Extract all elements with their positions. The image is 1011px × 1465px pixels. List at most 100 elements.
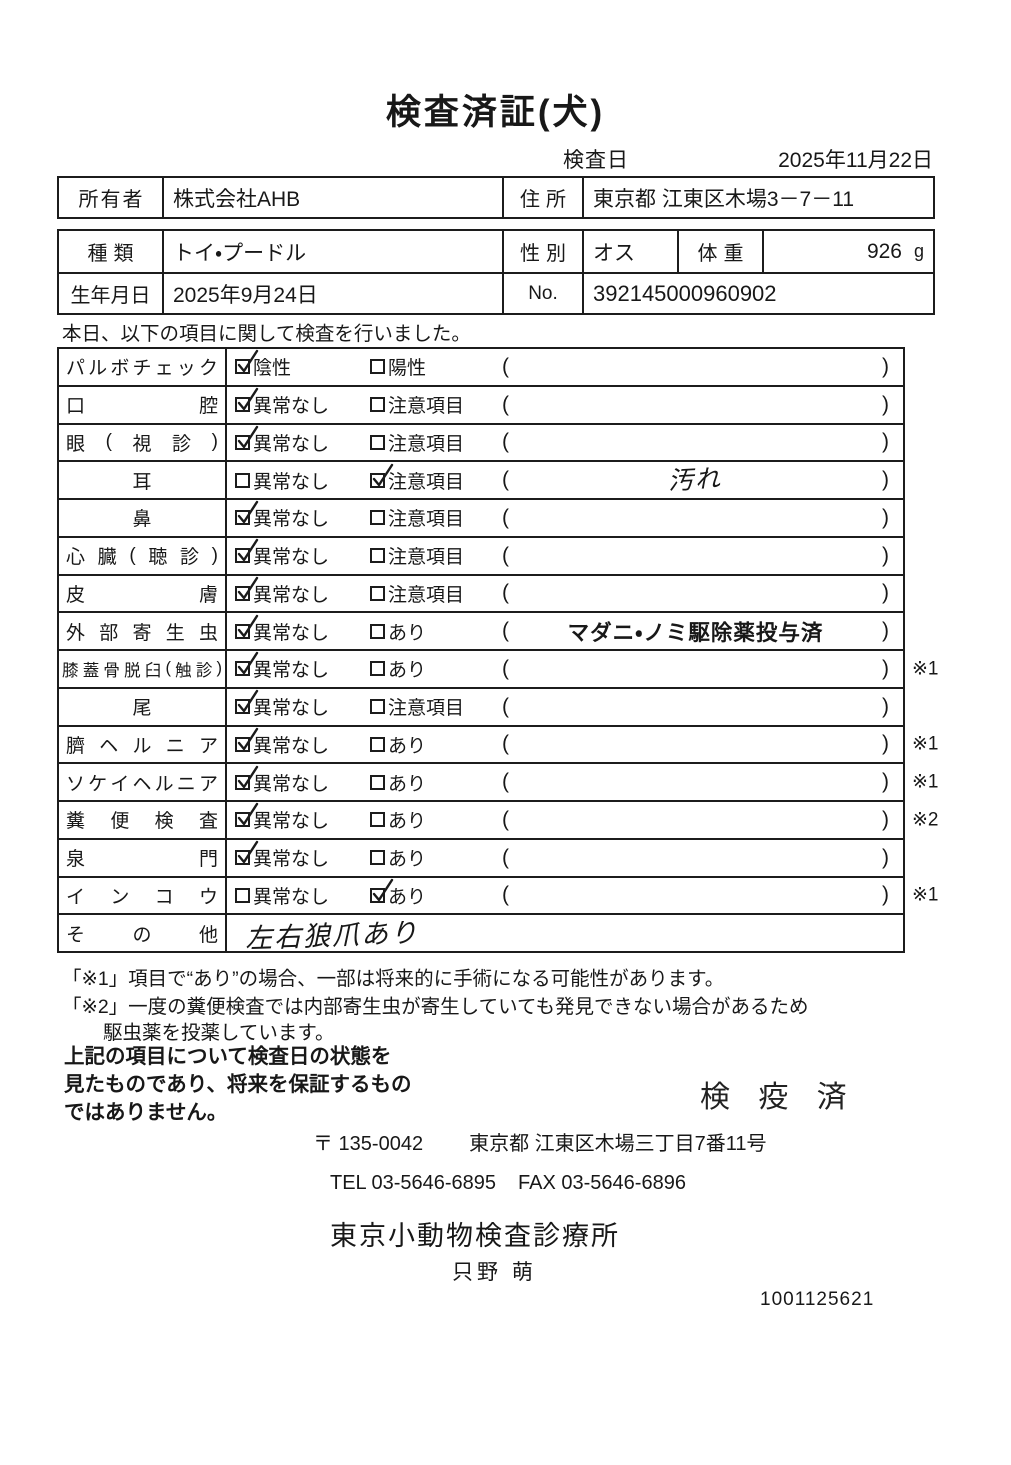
handwritten-note: 左右狼爪あり — [244, 917, 420, 954]
paren-close: ) — [882, 770, 889, 794]
checkbox-label: 異常なし — [253, 584, 330, 606]
row-label-char: ( — [105, 431, 112, 453]
checklist-row: 外部寄生虫 異常なし あり (マダニ・ノミ駆除薬投与済) — [59, 611, 903, 649]
checkbox-option: 注意項目 — [370, 580, 502, 607]
checkbox-label: 異常なし — [253, 811, 330, 833]
handwritten-note: 汚れ — [667, 464, 724, 496]
checklist-row: イ ン コ ウ 異常なし あり () ※1 — [59, 875, 939, 914]
row-label-char: ル — [154, 773, 174, 795]
clinic-postal: 〒 135-0042 — [313, 1133, 424, 1155]
row-label: 心臓 (聴診) — [59, 537, 227, 574]
paren-close: ) — [882, 392, 889, 416]
row-label-char: 尾 — [132, 698, 152, 720]
checkbox-label: あり — [388, 735, 427, 757]
clinic-name: 東京小動物検査診療所 — [330, 1221, 620, 1251]
checkbox — [235, 425, 259, 450]
row-label-char: 臍 — [66, 735, 86, 757]
checkbox-option: 異常なし — [235, 387, 370, 418]
row-label: 鼻 — [59, 500, 227, 536]
row-label-char: 耳 — [132, 471, 152, 493]
paren-open: ( — [502, 883, 509, 907]
weight-number: 926 — [866, 239, 902, 263]
row-label-char: そ — [66, 924, 86, 946]
clinic-fax: FAX 03-5646-6896 — [518, 1172, 686, 1194]
checkbox-option: あり — [370, 844, 502, 871]
checkbox-label: 異常なし — [253, 509, 330, 531]
breed-label: 種類 — [87, 243, 140, 265]
checkbox — [235, 472, 250, 488]
checkbox-option: 異常なし — [235, 803, 370, 833]
row-label-char: 診 — [180, 547, 200, 569]
checkbox-option: あり — [370, 731, 502, 758]
paren-open: ( — [502, 807, 509, 831]
row-label-char: 鼻 — [132, 509, 152, 531]
row-label: インコウ — [59, 877, 227, 914]
checklist-row: 皮膚異常なし 注意項目() — [59, 573, 903, 612]
row-label-char: ヘ — [132, 773, 152, 795]
paren-open: ( — [502, 354, 509, 378]
row-label-char: ソ — [66, 773, 86, 795]
row-label: 糞便検査 — [59, 802, 227, 838]
checklist-row: 鼻 異常なし 注意項目 () — [59, 498, 903, 536]
row-label-char: 外 — [66, 622, 86, 644]
checkbox-option: 異常なし — [235, 652, 370, 682]
sex-value: オス — [582, 231, 677, 272]
checkbox-option: 異常なし — [235, 576, 370, 607]
row-content: 異常なし 注意項目 () — [227, 689, 903, 725]
row-label-char: ケ — [88, 773, 108, 795]
row-content: 異常なし 注意項目 () — [227, 425, 903, 461]
paren-close: ) — [882, 807, 889, 831]
owner-value: 株式会社AHB — [162, 178, 502, 217]
checkbox-label: 異常なし — [253, 433, 330, 455]
checkbox-option: 異常なし — [235, 882, 370, 909]
checkbox — [370, 623, 385, 639]
row-label-char: 皮 — [66, 584, 86, 606]
footnote-mark: ※1 — [912, 884, 939, 906]
row-content: 異常なし あり () — [227, 764, 903, 800]
row-label: 眼 (視診) — [59, 424, 227, 461]
row-label-char: 膚 — [198, 584, 218, 606]
paren-close: ) — [882, 656, 889, 680]
paren-open: ( — [502, 505, 509, 529]
checkbox-label: あり — [388, 811, 427, 833]
address-value: 東京都 江東区木場3－7－11 — [582, 178, 933, 217]
checkbox — [370, 736, 385, 752]
row-label-char: 寄 — [132, 622, 152, 644]
paren-close: ) — [882, 845, 889, 869]
row-label-char: ェ — [154, 358, 174, 380]
row-label-char: 蓋 — [82, 661, 100, 680]
row-label-char: ッ — [176, 358, 196, 380]
row-label-char: の — [132, 924, 152, 946]
checkbox-label: 異常なし — [253, 698, 330, 720]
row-label-char: ウ — [198, 886, 218, 908]
checkbox-label: 陽性 — [388, 358, 427, 380]
row-label-char: 触 — [175, 661, 192, 680]
checkbox-label: 異常なし — [253, 886, 330, 908]
checkbox — [235, 652, 259, 677]
checkbox-label: 異常なし — [253, 471, 330, 493]
paren-open: ( — [502, 581, 509, 605]
row-content: 異常なし あり () — [227, 802, 903, 838]
row-label-char: ク — [198, 358, 218, 380]
checkbox-option: 異常なし — [235, 689, 370, 720]
row-label-char: ボ — [110, 358, 130, 380]
row-label-char: ) — [216, 659, 223, 678]
checkbox-label: 異常なし — [253, 547, 330, 569]
checkbox — [235, 765, 259, 790]
owner-table: 所有者 株式会社AHB 住所 東京都 江東区木場3－7－11 — [57, 176, 935, 219]
clinic-address: 東京都 江東区木場三丁目7番11号 — [469, 1133, 767, 1155]
checklist-row: 心臓 (聴診) 異常なし 注意項目 () — [59, 535, 903, 574]
checkbox-option: あり — [370, 769, 502, 796]
row-content: 異常なし 注意項目 () — [227, 387, 903, 423]
row-label-char: チ — [132, 358, 152, 380]
checkbox-label: 異常なし — [253, 396, 330, 418]
checklist-row: そ の 他 左右狼爪あり — [59, 913, 903, 953]
note-area: 汚れ — [509, 462, 882, 498]
quarantine-stamp: 検 疫 済 — [700, 1081, 857, 1114]
checkbox — [235, 501, 259, 526]
checklist-row: ソケイヘルニア 異常なし あり () ※1 — [59, 762, 939, 800]
checkbox-option: あり — [370, 878, 502, 909]
owner-label: 所有者 — [78, 189, 145, 211]
row-label: 耳 — [59, 462, 227, 498]
checkbox-option: 陽性 — [370, 353, 502, 380]
